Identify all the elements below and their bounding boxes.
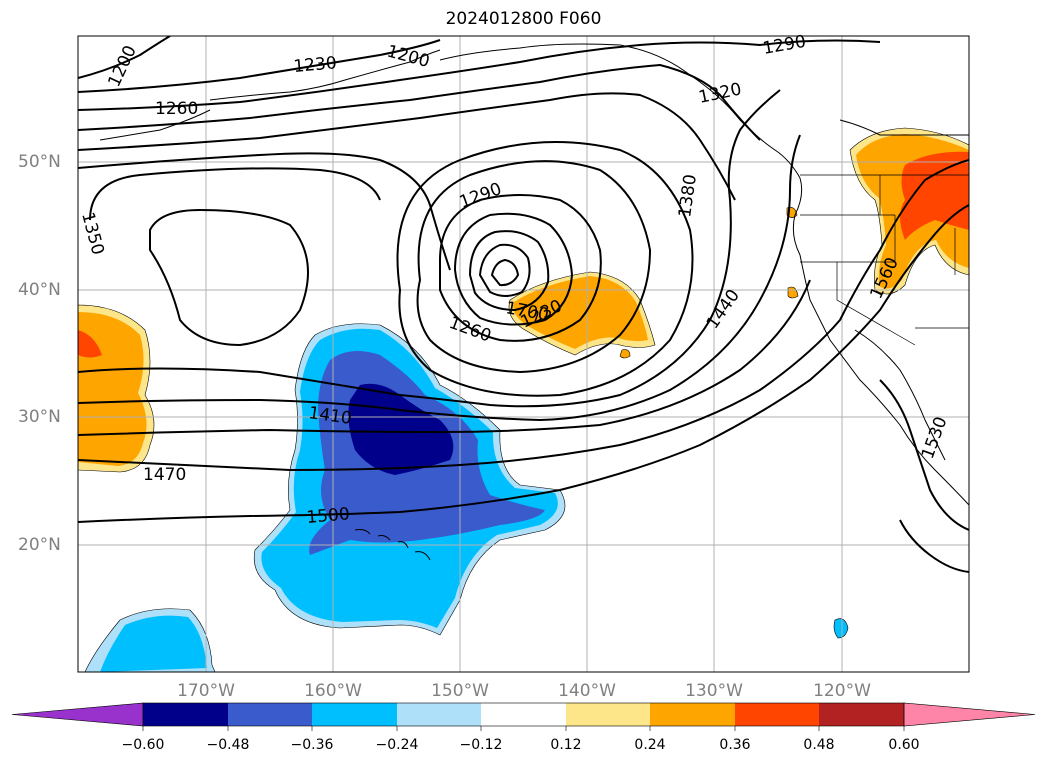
colorbar-swatch [735, 703, 819, 726]
colorbar-swatch [566, 703, 650, 726]
lon-label: 170°W [177, 681, 235, 701]
lat-label: 20°N [18, 535, 61, 555]
map-title: 2024012800 F060 [445, 9, 602, 29]
lon-label: 120°W [813, 681, 871, 701]
colorbar-extend-left [11, 702, 144, 727]
contour-label: 1470 [143, 465, 186, 485]
colorbar-tick-label: −0.12 [459, 737, 503, 753]
colorbar-swatch [397, 703, 481, 726]
colorbar-swatch [143, 703, 228, 726]
lat-label: 50°N [18, 152, 61, 172]
state-borders [800, 174, 969, 346]
colorbar-tick-label: 0.24 [634, 737, 666, 753]
colorbar-tick-label: 0.60 [888, 737, 920, 753]
colorbar-tick-label: −0.60 [121, 737, 165, 753]
lat-label: 40°N [18, 280, 61, 300]
colorbar-swatch [228, 703, 312, 726]
lat-label: 30°N [18, 407, 61, 427]
lon-label: 140°W [558, 681, 616, 701]
lon-label: 150°W [431, 681, 489, 701]
lon-label: 160°W [304, 681, 362, 701]
map-plot-area [78, 36, 969, 672]
graticule [78, 36, 969, 672]
lon-label: 130°W [685, 681, 743, 701]
height-contours [78, 36, 969, 573]
colorbar-extend-right [903, 702, 1036, 727]
colorbar-tick-label: −0.48 [206, 737, 250, 753]
contour-label: 1500 [306, 504, 351, 528]
contour-label: 1260 [155, 99, 198, 119]
colorbar-swatch [650, 703, 735, 726]
plot-frame [77, 35, 970, 673]
colorbar [11, 702, 1036, 731]
colorbar-tick-label: −0.24 [375, 737, 419, 753]
colorbar-swatch [312, 703, 397, 726]
colorbar-tick-label: 0.48 [803, 737, 835, 753]
contour-label: 1230 [293, 53, 338, 77]
colorbar-tick-label: 0.36 [719, 737, 751, 753]
colorbar-swatch [481, 703, 566, 726]
colorbar-tick-label: −0.36 [290, 737, 334, 753]
positive-anomaly-shading [78, 127, 969, 473]
coastlines [99, 43, 969, 561]
colorbar-tick-label: 0.12 [550, 737, 582, 753]
colorbar-swatch [819, 703, 904, 726]
